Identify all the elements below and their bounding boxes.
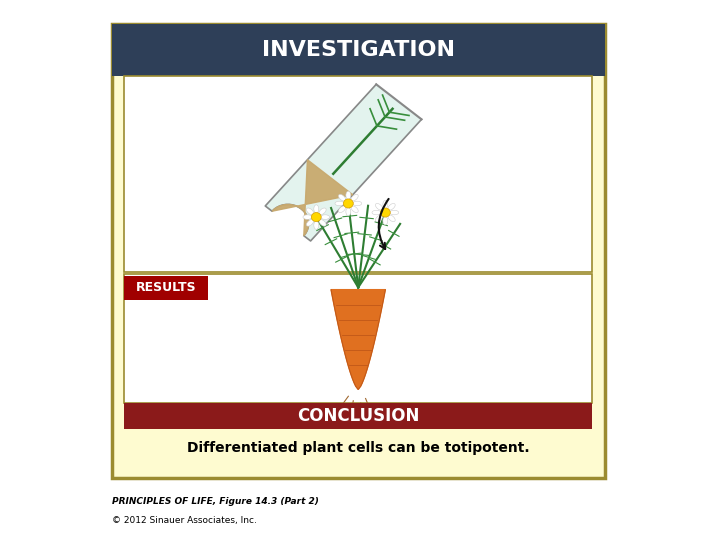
Ellipse shape <box>375 204 382 210</box>
Bar <box>124 429 593 465</box>
Bar <box>124 403 593 429</box>
Ellipse shape <box>319 220 326 226</box>
Ellipse shape <box>314 221 319 229</box>
Circle shape <box>343 199 354 208</box>
Bar <box>124 276 208 300</box>
Ellipse shape <box>351 206 359 213</box>
Ellipse shape <box>351 194 359 201</box>
Ellipse shape <box>353 201 361 206</box>
Text: Differentiated plant cells can be totipotent.: Differentiated plant cells can be totipo… <box>187 441 529 455</box>
Text: Figure 14.3  Cloning a Plant (Part 2): Figure 14.3 Cloning a Plant (Part 2) <box>9 7 281 22</box>
Bar <box>124 274 593 403</box>
Ellipse shape <box>319 208 326 214</box>
Text: PRINCIPLES OF LIFE, Figure 14.3 (Part 2): PRINCIPLES OF LIFE, Figure 14.3 (Part 2) <box>112 497 318 506</box>
Ellipse shape <box>383 217 388 225</box>
Ellipse shape <box>338 194 346 201</box>
Polygon shape <box>272 160 353 235</box>
Ellipse shape <box>372 210 381 215</box>
Ellipse shape <box>307 220 314 226</box>
Text: RESULTS: RESULTS <box>135 281 196 294</box>
Ellipse shape <box>375 215 382 221</box>
Ellipse shape <box>338 206 346 213</box>
Polygon shape <box>265 84 421 241</box>
Ellipse shape <box>346 191 351 199</box>
Text: © 2012 Sinauer Associates, Inc.: © 2012 Sinauer Associates, Inc. <box>112 516 256 525</box>
Ellipse shape <box>314 205 319 213</box>
Ellipse shape <box>346 207 351 215</box>
Circle shape <box>311 213 321 221</box>
Bar <box>112 24 605 77</box>
Text: INVESTIGATION: INVESTIGATION <box>261 40 455 60</box>
Polygon shape <box>331 289 385 389</box>
Ellipse shape <box>307 208 314 214</box>
Ellipse shape <box>303 215 312 219</box>
Circle shape <box>380 208 390 217</box>
Ellipse shape <box>320 215 330 219</box>
Ellipse shape <box>383 200 388 208</box>
Ellipse shape <box>388 215 395 221</box>
Ellipse shape <box>388 204 395 210</box>
Ellipse shape <box>335 201 344 206</box>
Bar <box>124 77 593 272</box>
Ellipse shape <box>390 210 399 215</box>
Text: CONCLUSION: CONCLUSION <box>297 407 419 425</box>
